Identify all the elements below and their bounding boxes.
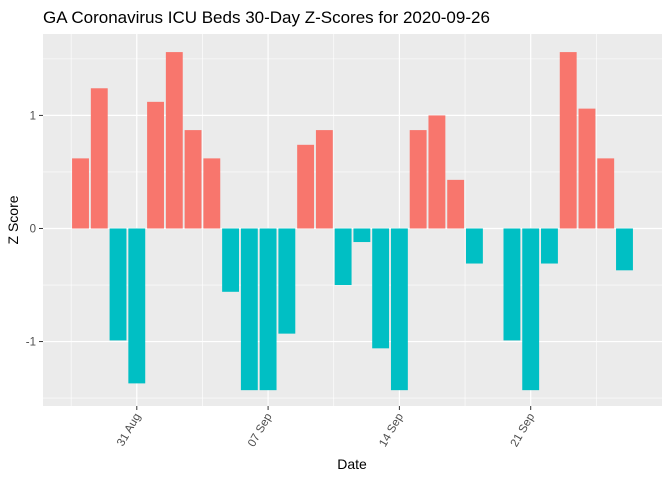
bar [541,228,558,264]
bar [447,179,465,229]
bar [616,228,633,271]
bar [165,52,183,229]
bar [240,228,258,391]
bar [372,228,390,349]
bar [353,228,371,243]
bar [597,158,615,229]
x-axis-ticks: 31 Aug 07 Sep 14 Sep 21 Sep [115,406,537,449]
x-tick-label: 31 Aug [115,412,143,449]
bar [578,108,596,229]
plot-panel [43,34,662,406]
bar [315,130,333,229]
bar [72,158,89,229]
chart-title: GA Coronavirus ICU Beds 30-Day Z-Scores … [43,8,490,27]
bar [334,228,352,286]
y-tick-label: 0 [30,223,36,235]
bar [222,228,240,292]
grid-lines [43,34,662,406]
bar [128,228,146,384]
bar [147,101,164,229]
bar [203,158,221,229]
bar [259,228,277,391]
bar [409,130,427,229]
bar [297,144,315,229]
bar [428,115,446,229]
y-tick-label: 1 [30,110,36,122]
bar [109,228,127,341]
y-axis-ticks: -1 0 1 [26,110,43,349]
bar [90,88,108,229]
bar [559,52,577,229]
bar [390,228,408,391]
x-tick-label: 14 Sep [377,412,406,450]
bar [465,228,483,264]
bar [184,130,202,229]
x-tick-label: 07 Sep [246,412,275,450]
bar [503,228,521,341]
bar [278,228,296,334]
bars [72,52,633,391]
y-tick-label: -1 [26,337,36,349]
bar [522,228,540,391]
y-axis-title: Z Score [5,195,21,244]
x-tick-label: 21 Sep [509,412,538,450]
x-axis-title: Date [337,456,367,472]
